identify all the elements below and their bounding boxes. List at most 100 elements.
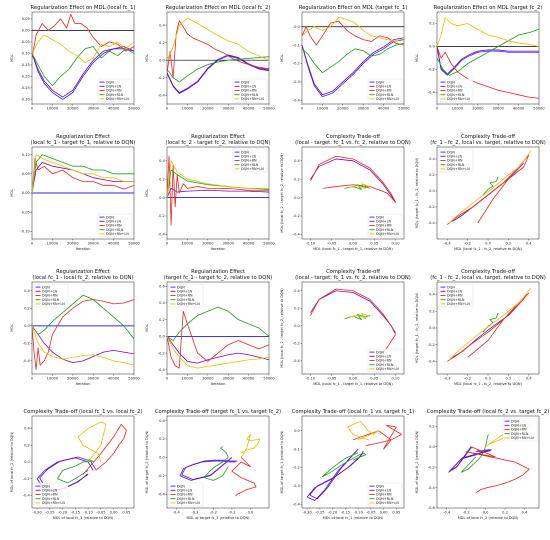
legend-label: DQN+RN+LN	[177, 302, 200, 306]
y-axis-label: MDL	[145, 324, 149, 332]
y-tick-label: 0.2	[159, 177, 165, 181]
series-line-dqn-rln	[437, 28, 539, 76]
x-tick-label: -0.4	[173, 511, 181, 515]
legend-label: DQN+RN+LN	[106, 97, 129, 101]
chart-title: Regularization Effect on MDL (local fc_2…	[166, 5, 271, 11]
y-tick-label: -0.4	[23, 494, 31, 498]
legend-box	[168, 283, 204, 308]
x-tick-label: -0.10	[353, 511, 363, 515]
legend-label: DQN+RN	[376, 224, 392, 228]
y-tick-label: -0.05	[20, 40, 29, 44]
x-tick-label: 0.00	[110, 511, 119, 515]
x-tick-label: -0.30	[302, 511, 312, 515]
chart-title: (target fc_1 - target fc_2, relative to …	[164, 275, 273, 281]
chart-title: Regularization Effect on MDL (local fc_1…	[31, 5, 136, 11]
legend-box	[97, 213, 133, 238]
chart-title: (fc_1 - fc_2, local vs. target, relative…	[430, 140, 546, 146]
x-tick-label: 0.10	[391, 377, 400, 381]
x-tick-label: 10000	[182, 242, 194, 246]
y-tick-label: 0.4	[159, 159, 165, 163]
legend-label: DQN+LN	[376, 489, 392, 493]
x-tick-label: 0.00	[349, 242, 358, 246]
plot-frame	[166, 415, 270, 509]
series-line-dqn-rn	[437, 46, 539, 99]
series-line-dqn	[302, 39, 404, 98]
y-tick-label: 0.4	[159, 301, 165, 305]
legend-label: DQN+RN+LN	[447, 302, 470, 306]
plot-frame	[31, 11, 135, 105]
y-tick-label: 0.0	[159, 196, 165, 200]
y-tick-label: 0.4	[24, 289, 30, 293]
series-line-dqn-rn	[32, 13, 134, 59]
y-tick-label: 0.0	[159, 58, 165, 62]
y-axis-label: MDL of target fc_2 (relative to DQN)	[145, 430, 149, 494]
x-tick-label: -0.05	[327, 242, 336, 246]
x-tick-label: 30000	[222, 242, 234, 246]
x-tick-label: 0.4	[526, 377, 532, 381]
x-tick-label: 20000	[67, 377, 79, 381]
x-tick-label: 50000	[128, 377, 140, 381]
x-tick-label: 30000	[492, 107, 504, 111]
legend-label: DQN+RN	[376, 493, 392, 497]
y-tick-label: 0.2	[294, 177, 300, 181]
chart-title: Regularization Effect on MDL (target fc_…	[299, 5, 408, 11]
legend-label: DQN+RN+LN	[511, 436, 534, 440]
x-tick-label: -0.1	[228, 511, 235, 515]
x-tick-label: 0.00	[380, 511, 389, 515]
legend-box	[232, 148, 268, 173]
legend-box	[232, 78, 268, 103]
series-line-dqn-rln	[460, 434, 489, 473]
y-tick-label: 0.2	[159, 318, 165, 322]
series-line-dqn-rln	[167, 169, 269, 198]
y-tick-label: -0.4	[23, 359, 31, 363]
legend-label: DQN+LN	[447, 85, 463, 89]
legend-label: DQN+RLN	[376, 497, 394, 501]
y-tick-label: -0.4	[428, 221, 436, 225]
y-tick-label: 0.0	[159, 335, 165, 339]
legend-label: DQN+LN	[177, 290, 193, 294]
series-line-dqn-ln	[449, 446, 492, 472]
x-axis-label: MDL of local fc_2 (relative to DQN)	[458, 516, 519, 520]
x-tick-label: 10000	[182, 107, 194, 111]
y-tick-label: 0.0	[294, 196, 300, 200]
legend-label: DQN	[376, 350, 384, 354]
chart-title: (local - target: fc_1 vs. fc_2, relative…	[295, 140, 411, 146]
x-tick-label: 30000	[87, 377, 99, 381]
legend-label: DQN+RN+LN	[447, 167, 470, 171]
x-tick-label: 50000	[128, 242, 140, 246]
legend-box	[367, 78, 403, 103]
x-axis-label: Iteration	[211, 382, 226, 386]
x-tick-label: 30000	[222, 377, 234, 381]
series-line-dqn-ln	[181, 457, 238, 480]
chart-title: Regularization Effect	[56, 269, 110, 275]
legend-label: DQN	[42, 484, 50, 488]
chart-title: Complexity Trade-off	[461, 134, 515, 140]
legend-box	[502, 417, 538, 442]
y-tick-label: 0.4	[159, 419, 165, 423]
x-axis-label: MDL (local fc_1 - fc_2, relative to DQN)	[454, 382, 522, 386]
x-tick-label: 30000	[87, 107, 99, 111]
x-tick-label: 40000	[108, 377, 120, 381]
legend-label: DQN+LN	[42, 290, 58, 294]
legend-box	[33, 482, 69, 507]
series-line-dqn-rln	[167, 56, 269, 83]
chart-panel-3: Regularization Effect on MDL (target fc_…	[280, 5, 410, 111]
chart-title: Complexity Trade-off	[461, 269, 515, 275]
x-axis-label: MDL of local fc_1 (relative to DQN)	[323, 516, 384, 520]
series-line-dqn-rln	[32, 46, 134, 86]
y-tick-label: 0.05	[22, 17, 30, 21]
series-line-dqn-rn-ln	[167, 160, 269, 198]
chart-panel-12: Complexity Trade-off(fc_1 - fc_2, local …	[415, 269, 546, 386]
legend-box	[438, 78, 474, 103]
legend-label: DQN+LN	[42, 489, 58, 493]
series-line-dqn-rn	[310, 155, 396, 203]
y-axis-label: MDL	[10, 54, 14, 62]
legend-label: DQN	[177, 484, 185, 488]
legend-box	[438, 283, 474, 308]
y-tick-label: 0.0	[159, 456, 165, 460]
series-line-dqn-rln	[321, 452, 367, 478]
x-axis-label: MDL (local fc_1 - target fc_1, relative …	[313, 247, 393, 251]
